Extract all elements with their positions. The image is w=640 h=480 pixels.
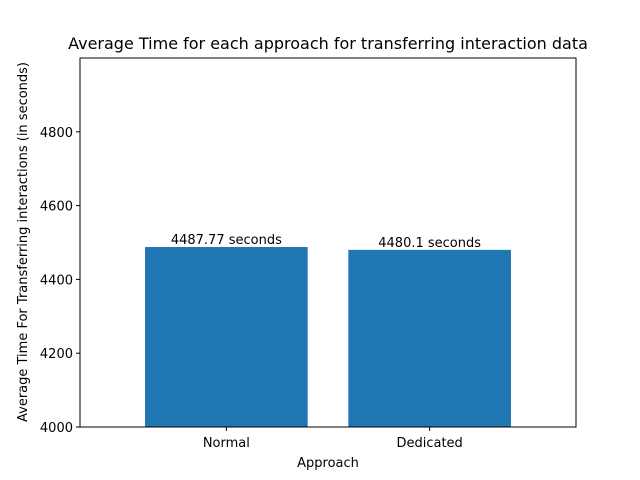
- x-tick-label: Normal: [203, 436, 250, 451]
- chart-title: Average Time for each approach for trans…: [68, 34, 588, 53]
- x-axis-label: Approach: [297, 456, 359, 471]
- bars-group: [145, 247, 511, 427]
- y-axis-ticks: 4000 4200 4400 4600 4800: [40, 126, 80, 436]
- y-tick-label: 4400: [40, 273, 73, 288]
- bar-dedicated: [348, 249, 511, 427]
- y-tick-label: 4200: [40, 347, 73, 362]
- x-tick-label: Dedicated: [396, 436, 462, 451]
- bar-normal: [145, 247, 308, 427]
- plot-frame: [79, 57, 577, 428]
- y-tick-label: 4600: [40, 200, 73, 215]
- x-axis-ticks: Normal Dedicated: [203, 427, 463, 451]
- y-tick-label: 4000: [40, 421, 73, 436]
- data-label-dedicated: 4480.1 seconds: [378, 236, 481, 251]
- data-labels-group: 4487.77 seconds 4480.1 seconds: [171, 233, 481, 251]
- y-axis-label: Average Time For Transferring interactio…: [16, 62, 31, 422]
- y-tick-label: 4800: [40, 126, 73, 141]
- data-label-normal: 4487.77 seconds: [171, 233, 282, 248]
